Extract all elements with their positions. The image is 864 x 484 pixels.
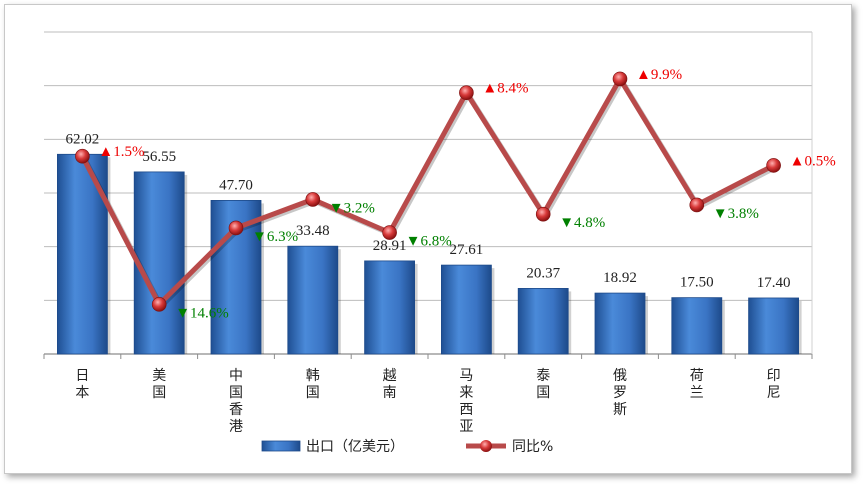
yoy-value-label: ▼14.6% [175, 305, 229, 321]
category-label: 荷兰 [690, 368, 704, 401]
bar-2 [133, 171, 185, 355]
category-char: 越 [383, 368, 397, 384]
category-char: 国 [229, 385, 243, 401]
category-char: 印 [767, 368, 781, 384]
category-char: 俄 [613, 368, 627, 384]
yoy-value-label: ▼6.3% [252, 229, 298, 245]
bar-layer [57, 153, 802, 355]
category-char: 罗 [613, 385, 627, 401]
category-char: 国 [536, 385, 550, 401]
bar-10 [748, 297, 799, 355]
bar-value-label: 28.91 [373, 238, 407, 254]
yoy-point-9 [689, 197, 705, 213]
bar-value-label: 17.50 [680, 275, 714, 291]
bar-5 [364, 260, 416, 355]
legend-bar-label: 出口（亿美元） [306, 439, 404, 455]
bar-value-label: 18.92 [603, 270, 637, 286]
category-char: 香 [229, 402, 243, 418]
bar-8 [594, 292, 646, 355]
category-char: 韩 [306, 368, 320, 384]
yoy-value-label: ▲8.4% [482, 81, 528, 97]
bar-value-label: 62.02 [66, 131, 100, 147]
yoy-point-10 [766, 158, 781, 173]
bar-value-label: 20.37 [526, 265, 560, 281]
legend-bar-swatch [261, 440, 301, 452]
yoy-value-label: ▼3.8% [713, 206, 759, 222]
bar-7 [517, 288, 569, 355]
bar-value-label: 27.61 [450, 242, 484, 258]
category-char: 泰 [536, 368, 550, 384]
bar-9 [671, 297, 723, 355]
label-layer: 62.02 56.55 47.70 33.48 28.91 27.61 20.37 18.92… [66, 67, 836, 321]
yoy-value-label: ▼3.2% [329, 200, 375, 216]
yoy-value-label: ▲9.9% [636, 67, 682, 83]
bar-6 [440, 264, 492, 355]
yoy-point-1 [75, 148, 90, 164]
category-char: 本 [75, 385, 89, 401]
legend-line-label: 同比% [512, 439, 553, 455]
category-char: 国 [306, 385, 320, 401]
category-char: 西 [459, 402, 473, 418]
line-layer [75, 71, 781, 312]
category-char: 来 [459, 385, 473, 401]
category-label: 日本 [75, 368, 89, 401]
bar-value-label: 17.40 [757, 275, 791, 291]
yoy-point-8 [612, 71, 628, 87]
bar-value-label: 47.70 [219, 177, 253, 193]
yoy-value-label: ▼4.8% [559, 215, 605, 231]
category-label: 越南 [383, 368, 397, 401]
bar-value-label: 33.48 [296, 223, 330, 239]
yoy-point-2 [151, 297, 167, 312]
category-char: 斯 [613, 402, 627, 418]
bar-4 [287, 245, 339, 355]
yoy-point-6 [459, 85, 474, 101]
yoy-point-3 [228, 220, 244, 236]
yoy-point-4 [305, 192, 321, 207]
bar-value-label: 56.55 [142, 149, 176, 165]
category-label: 美国 [152, 368, 166, 401]
yoy-line [80, 76, 775, 307]
yoy-point-5 [382, 225, 397, 240]
category-label: 韩国 [306, 368, 320, 401]
yoy-value-label: ▲1.5% [98, 144, 144, 160]
category-char: 国 [152, 385, 166, 401]
category-char: 兰 [690, 385, 704, 401]
category-char: 日 [75, 368, 89, 384]
category-char: 美 [152, 368, 166, 384]
legend: 出口（亿美元） 同比% [261, 439, 553, 455]
legend-line-marker [480, 440, 492, 452]
category-char: 荷 [690, 368, 704, 384]
yoy-value-label: ▼6.8% [406, 234, 452, 250]
category-label: 泰国 [536, 368, 550, 401]
category-char: 港 [229, 419, 243, 435]
category-char: 尼 [767, 385, 781, 401]
category-char: 亚 [459, 419, 473, 435]
category-char: 马 [459, 368, 473, 384]
category-char: 中 [229, 368, 243, 384]
category-label: 印尼 [767, 368, 781, 401]
yoy-value-label: ▲0.5% [790, 153, 836, 169]
yoy-point-7 [535, 206, 551, 222]
category-label: 俄罗斯 [613, 368, 627, 418]
category-char: 南 [383, 385, 397, 401]
